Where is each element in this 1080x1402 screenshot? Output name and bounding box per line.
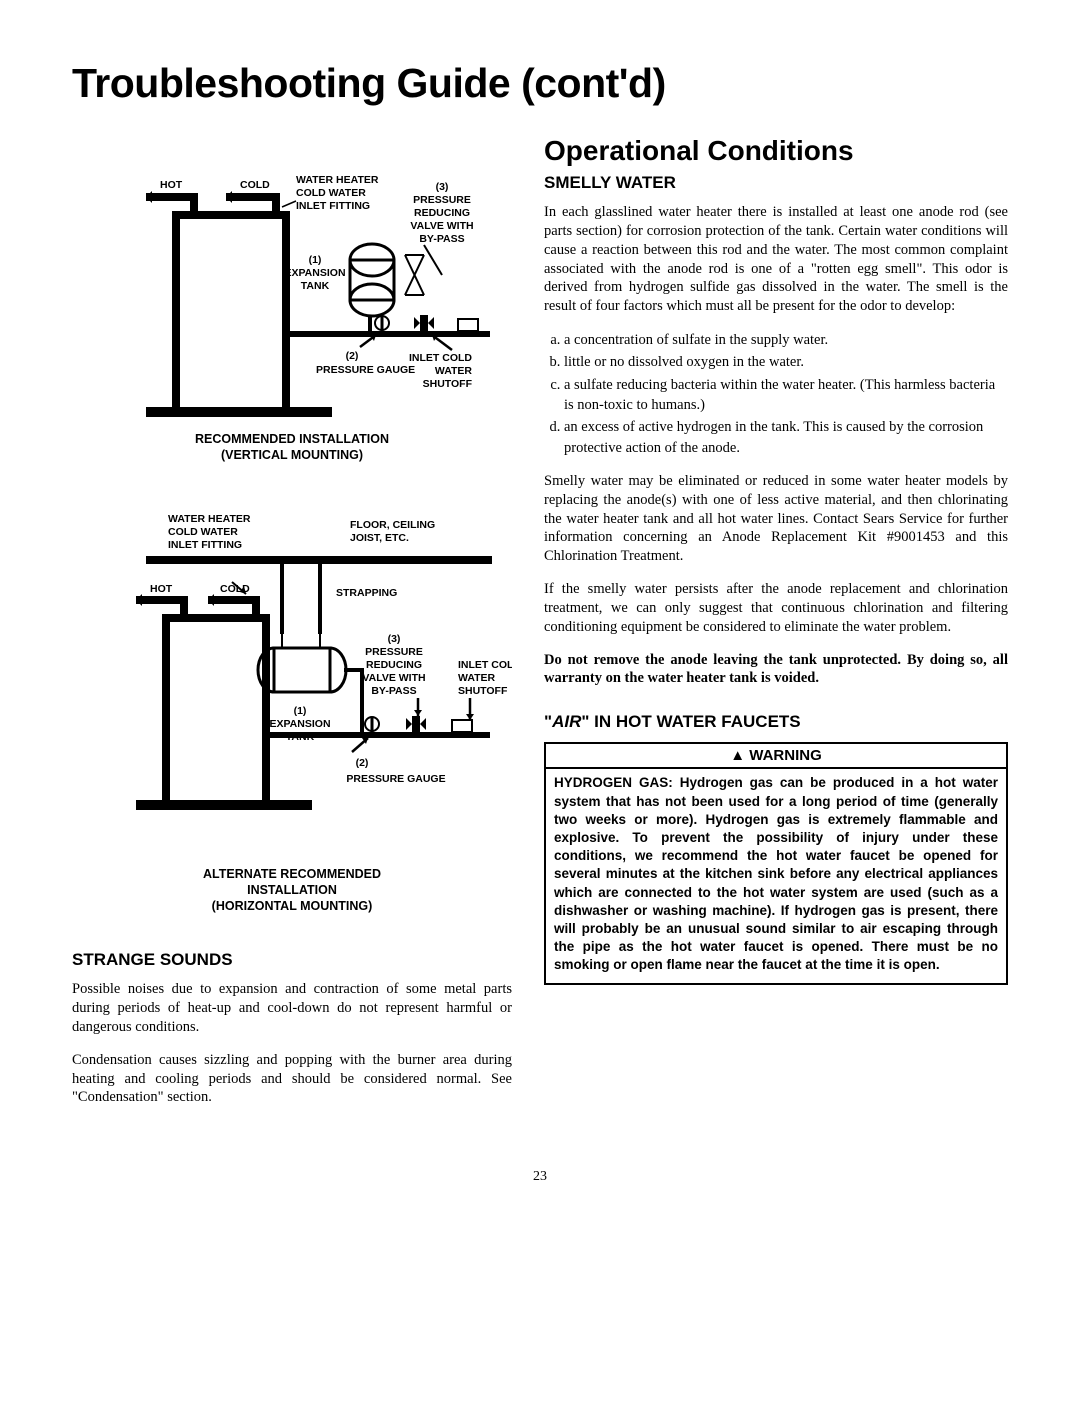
- d1-two: (2): [346, 350, 359, 362]
- d1-inletfitting: INLET FITTING: [296, 200, 370, 212]
- d2-caption-l1: ALTERNATE RECOMMENDED: [203, 867, 381, 881]
- air-heading-air: AIR: [552, 712, 581, 731]
- d2-one: (1): [294, 705, 307, 717]
- smelly-water-p4: Do not remove the anode leaving the tank…: [544, 651, 1008, 689]
- d1-caption-l1: RECOMMENDED INSTALLATION: [195, 432, 389, 446]
- d2-coldwater: COLD WATER: [168, 526, 238, 538]
- d1-inletcold: INLET COLD: [409, 352, 472, 364]
- d1-coldwater: COLD WATER: [296, 187, 366, 199]
- d1-pressure: PRESSURE: [413, 194, 471, 206]
- strange-sounds-p2: Condensation causes sizzling and popping…: [72, 1051, 512, 1108]
- warning-body: HYDROGEN GAS: Hydrogen gas can be produc…: [546, 769, 1006, 982]
- d1-three: (3): [436, 181, 449, 193]
- d2-caption-l3: (HORIZONTAL MOUNTING): [212, 899, 373, 913]
- warning-header: ▲ WARNING: [546, 744, 1006, 769]
- d1-waterheater: WATER HEATER: [296, 174, 379, 186]
- strange-sounds-heading: STRANGE SOUNDS: [72, 950, 512, 970]
- warning-box: ▲ WARNING HYDROGEN GAS: Hydrogen gas can…: [544, 742, 1008, 984]
- d1-shutoff: SHUTOFF: [423, 378, 473, 390]
- d2-water: WATER: [458, 672, 496, 684]
- d1-pressuregauge: PRESSURE GAUGE: [316, 364, 415, 376]
- d2-two: (2): [356, 757, 369, 769]
- d2-inletcold: INLET COLD: [458, 659, 512, 671]
- d1-caption-l2: (VERTICAL MOUNTING): [221, 448, 363, 462]
- warning-label: WARNING: [749, 747, 822, 764]
- factor-c: a sulfate reducing bacteria within the w…: [564, 375, 1008, 416]
- strange-sounds-p1: Possible noises due to expansion and con…: [72, 980, 512, 1037]
- d2-waterheater: WATER HEATER: [168, 513, 251, 525]
- smelly-water-p3: If the smelly water persists after the a…: [544, 580, 1008, 637]
- operational-heading: Operational Conditions: [544, 135, 1008, 167]
- d1-cold-label: COLD: [240, 179, 270, 191]
- warning-triangle-icon: ▲: [730, 747, 745, 764]
- d2-valvewith: VALVE WITH: [362, 672, 425, 684]
- diagram-vertical-mounting: HOT COLD WATER HEATER COLD WATER INLET F…: [72, 135, 512, 464]
- d2-inletfitting: INLET FITTING: [168, 539, 242, 551]
- d1-caption: RECOMMENDED INSTALLATION (VERTICAL MOUNT…: [72, 431, 512, 464]
- factor-b: little or no dissolved oxygen in the wat…: [564, 352, 1008, 372]
- right-column: Operational Conditions SMELLY WATER In e…: [544, 135, 1008, 1121]
- d2-hot: HOT: [150, 583, 173, 595]
- d2-bypass: BY-PASS: [371, 685, 416, 697]
- left-column: HOT COLD WATER HEATER COLD WATER INLET F…: [72, 135, 512, 1121]
- d2-pressure: PRESSURE: [365, 646, 423, 658]
- d1-one: (1): [309, 254, 322, 266]
- d1-hot-label: HOT: [160, 179, 183, 191]
- d2-floorceiling: FLOOR, CEILING: [350, 519, 435, 531]
- air-heading-suffix: " IN HOT WATER FAUCETS: [581, 712, 800, 731]
- d1-valvewith: VALVE WITH: [410, 220, 473, 232]
- d1-tank: TANK: [301, 280, 330, 292]
- d1-reducing: REDUCING: [414, 207, 470, 219]
- smelly-water-factors: a concentration of sulfate in the supply…: [544, 330, 1008, 458]
- d1-expansion: EXPANSION: [284, 267, 345, 279]
- air-heading-prefix: ": [544, 712, 552, 731]
- page-title: Troubleshooting Guide (cont'd): [72, 60, 1008, 107]
- d2-strapping: STRAPPING: [336, 587, 397, 599]
- d2-caption: ALTERNATE RECOMMENDED INSTALLATION (HORI…: [72, 866, 512, 915]
- d2-joist: JOIST, ETC.: [350, 532, 409, 544]
- factor-d: an excess of active hydrogen in the tank…: [564, 417, 1008, 458]
- d1-bypass: BY-PASS: [419, 233, 464, 245]
- page-number: 23: [72, 1169, 1008, 1185]
- factor-a: a concentration of sulfate in the supply…: [564, 330, 1008, 350]
- d1-water: WATER: [435, 365, 473, 377]
- d2-pressuregauge: PRESSURE GAUGE: [346, 773, 445, 785]
- d2-caption-l2: INSTALLATION: [247, 883, 337, 897]
- content-columns: HOT COLD WATER HEATER COLD WATER INLET F…: [72, 135, 1008, 1121]
- d2-expansion: EXPANSION: [269, 718, 330, 730]
- d2-three: (3): [388, 633, 401, 645]
- d2-shutoff: SHUTOFF: [458, 685, 508, 697]
- smelly-water-heading: SMELLY WATER: [544, 173, 1008, 193]
- smelly-water-p1: In each glasslined water heater there is…: [544, 203, 1008, 316]
- smelly-water-p2: Smelly water may be eliminated or reduce…: [544, 472, 1008, 566]
- strange-sounds-section: STRANGE SOUNDS Possible noises due to ex…: [72, 950, 512, 1107]
- d2-reducing: REDUCING: [366, 659, 422, 671]
- air-faucets-heading: "AIR" IN HOT WATER FAUCETS: [544, 712, 1008, 732]
- diagram-horizontal-mounting: WATER HEATER COLD WATER INLET FITTING FL…: [72, 500, 512, 915]
